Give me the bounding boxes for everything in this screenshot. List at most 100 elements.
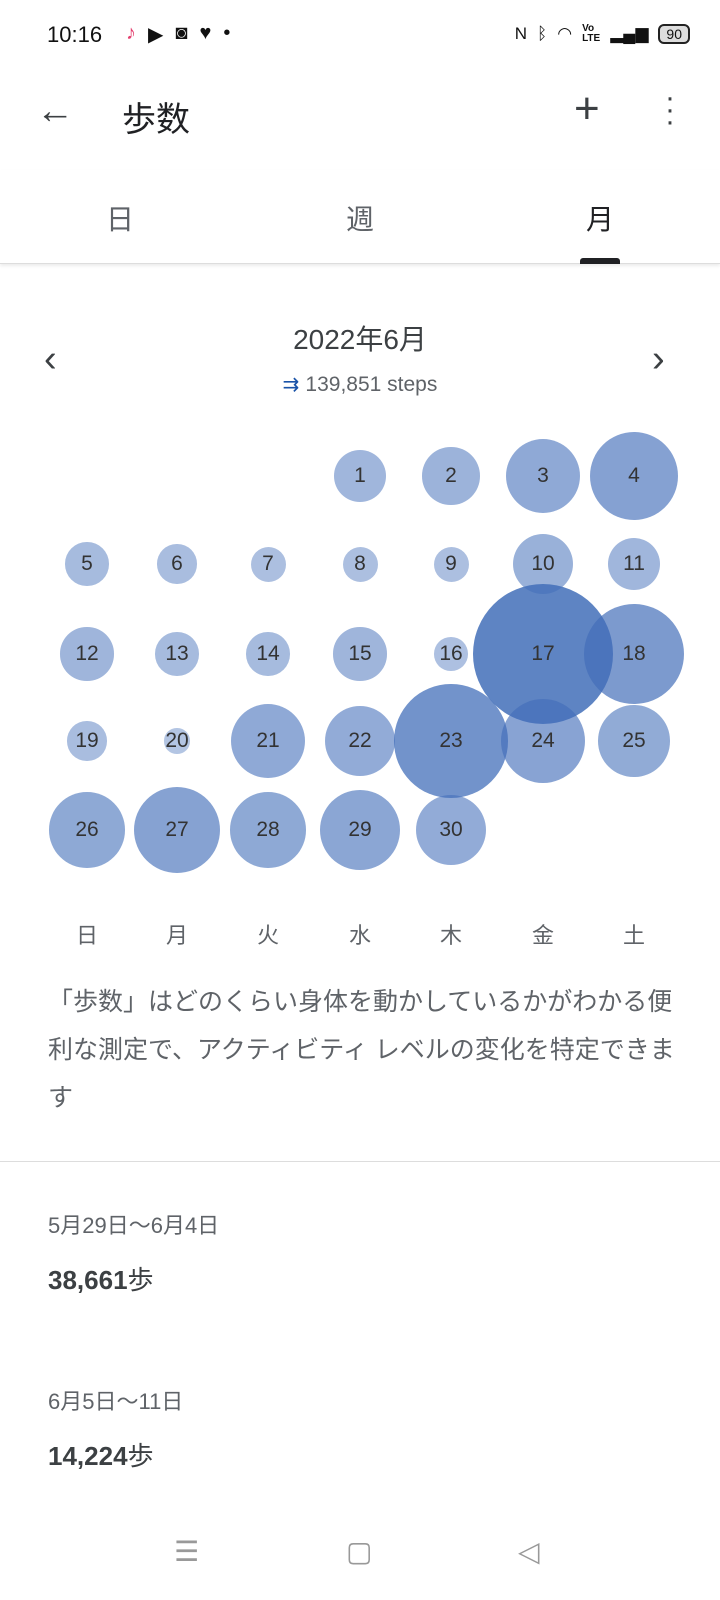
day-bubble[interactable] — [157, 544, 197, 584]
day-number: 10 — [531, 552, 555, 575]
day-bubble[interactable] — [501, 699, 585, 783]
day-number: 3 — [537, 464, 549, 487]
day-number: 18 — [622, 642, 646, 665]
day-bubble[interactable] — [164, 728, 190, 754]
tiktok-icon: ♪ — [126, 22, 136, 44]
menu-icon[interactable]: ☰ — [174, 1536, 200, 1567]
day-bubble[interactable] — [246, 632, 290, 676]
day-bubble[interactable] — [598, 705, 670, 777]
dot-icon: • — [223, 22, 231, 44]
day-bubble[interactable] — [230, 703, 306, 779]
day-bubble[interactable] — [505, 438, 581, 514]
day-number: 29 — [348, 818, 372, 841]
day-number: 21 — [256, 729, 280, 752]
month-total: ⇉ 139,851 steps — [0, 372, 720, 397]
day-bubble[interactable] — [320, 790, 400, 870]
week-steps: 38,661 — [48, 1265, 128, 1295]
day-number: 12 — [75, 642, 99, 665]
day-bubble[interactable] — [334, 450, 386, 502]
day-number: 22 — [348, 729, 372, 752]
day-bubble[interactable] — [434, 637, 468, 671]
week-summary[interactable]: 6月5日〜11日 14,224歩 — [48, 1384, 183, 1473]
day-number: 15 — [348, 642, 372, 665]
day-number: 13 — [165, 642, 189, 665]
day-number: 9 — [445, 552, 457, 575]
heart-icon: ♥ — [199, 22, 212, 44]
day-bubble[interactable] — [67, 721, 107, 761]
week-summary[interactable]: 5月29日〜6月4日 38,661歩 — [48, 1208, 219, 1297]
nfc-icon: N — [514, 24, 528, 43]
day-bubble[interactable] — [394, 684, 508, 798]
day-bubble[interactable] — [325, 706, 395, 776]
day-number: 24 — [531, 729, 555, 752]
tab-day[interactable]: 日 — [105, 204, 134, 235]
day-bubble[interactable] — [342, 546, 378, 582]
day-bubble[interactable] — [416, 795, 486, 865]
day-number: 26 — [75, 818, 99, 841]
signal-icon: ▂▄▆ — [610, 24, 649, 43]
wifi-icon: ◠ — [557, 24, 573, 43]
weekday-label: 水 — [348, 923, 371, 948]
day-number: 2 — [445, 464, 457, 487]
day-number: 8 — [354, 552, 366, 575]
tab-month[interactable]: 月 — [585, 204, 614, 235]
weekday-label: 木 — [439, 923, 462, 948]
divider — [0, 1161, 720, 1162]
day-number: 1 — [354, 464, 366, 487]
month-total-steps: 139,851 steps — [305, 373, 438, 396]
day-bubble[interactable] — [230, 792, 306, 868]
prev-month-button[interactable]: ‹ — [44, 338, 57, 380]
day-bubble[interactable] — [155, 632, 199, 676]
weekday-label: 月 — [165, 923, 188, 948]
add-icon[interactable]: + — [574, 84, 600, 133]
battery-icon: 90 — [658, 24, 690, 44]
week-unit: 歩 — [127, 1265, 154, 1295]
volte-icon: Vo LTE — [582, 23, 601, 44]
day-bubble[interactable] — [333, 627, 387, 681]
week-unit: 歩 — [127, 1441, 154, 1471]
day-bubble[interactable] — [65, 542, 109, 586]
day-bubble[interactable] — [60, 627, 114, 681]
back-arrow-icon[interactable]: ← — [36, 90, 74, 132]
day-number: 4 — [628, 464, 640, 487]
steps-shoe-icon: ⇉ — [282, 374, 300, 396]
day-bubble[interactable] — [583, 603, 685, 705]
day-number: 11 — [623, 552, 645, 575]
day-number: 25 — [622, 729, 646, 752]
week-range: 6月5日〜11日 — [48, 1389, 184, 1414]
day-bubble[interactable] — [433, 546, 469, 582]
instagram-icon: ◙ — [175, 22, 188, 44]
day-bubble[interactable] — [133, 786, 221, 874]
status-bar: 10:16 ♪ ▶ ◙ ♥ • N ᛒ ◠ Vo LTE ▂▄▆ 90 — [0, 0, 720, 72]
system-nav-bar: ☰ ▢ ◁ — [0, 1535, 720, 1575]
day-number: 14 — [256, 642, 280, 665]
day-number: 30 — [439, 818, 463, 841]
tab-week[interactable]: 週 — [345, 204, 374, 235]
youtube-icon: ▶ — [148, 24, 164, 46]
steps-description: 「歩数」はどのくらい身体を動かしているかがわかる便利な測定で、アクティビティ レ… — [48, 988, 675, 1112]
more-vert-icon[interactable]: · · · — [665, 81, 675, 138]
day-number: 17 — [531, 642, 555, 665]
day-number: 16 — [439, 642, 463, 665]
status-time: 10:16 — [47, 22, 103, 47]
weekday-label: 土 — [622, 923, 645, 948]
back-icon[interactable]: ◁ — [518, 1536, 540, 1567]
day-number: 19 — [75, 729, 99, 752]
weekday-label: 金 — [531, 923, 554, 948]
day-bubble[interactable] — [608, 538, 660, 590]
week-range: 5月29日〜6月4日 — [48, 1213, 220, 1238]
day-number: 28 — [256, 818, 280, 841]
next-month-button[interactable]: › — [652, 338, 665, 380]
page-title: 歩数 — [122, 101, 190, 139]
weekday-label: 日 — [75, 923, 98, 948]
app-bar: ← 歩数 + · · · — [0, 72, 720, 152]
day-bubble[interactable] — [250, 546, 286, 582]
day-bubble[interactable] — [589, 431, 679, 521]
day-bubble[interactable] — [49, 792, 125, 868]
week-steps: 14,224 — [48, 1441, 128, 1471]
tab-indicator — [580, 258, 620, 264]
day-bubble[interactable] — [422, 447, 480, 505]
day-number: 6 — [171, 552, 183, 575]
home-icon[interactable]: ▢ — [346, 1536, 373, 1567]
day-number: 23 — [439, 729, 463, 752]
